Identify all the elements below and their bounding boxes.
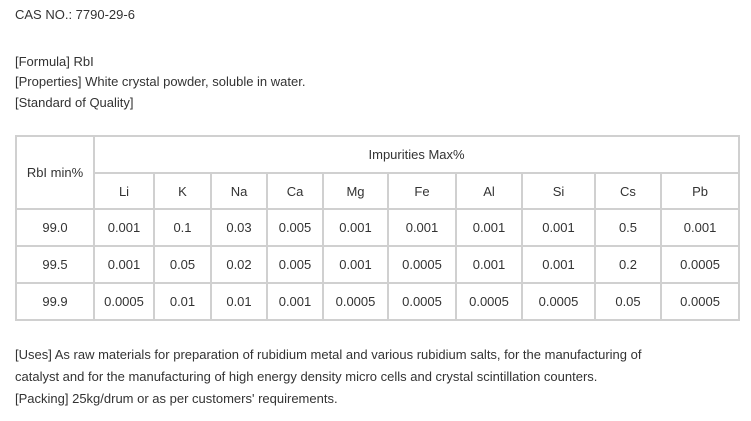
impurity-cell: 0.01 — [210, 282, 268, 321]
column-header: Ca — [266, 172, 324, 210]
column-header: K — [153, 172, 212, 210]
grade-cell: 99.0 — [15, 208, 95, 247]
packing: [Packing] 25kg/drum or as per customers'… — [15, 391, 338, 406]
impurity-cell: 0.0005 — [659, 245, 741, 284]
cas-number: CAS NO.: 7790-29-6 — [15, 7, 135, 22]
impurity-cell: 0.02 — [210, 245, 268, 284]
impurity-cell: 0.001 — [659, 208, 741, 247]
impurity-cell: 0.001 — [387, 208, 457, 247]
impurity-cell: 0.0005 — [387, 282, 457, 321]
impurity-cell: 0.001 — [266, 282, 324, 321]
impurity-cell: 0.001 — [322, 208, 389, 247]
impurity-cell: 0.5 — [594, 208, 662, 247]
header-impurities: Impurities Max% — [92, 135, 741, 174]
impurity-cell: 0.03 — [210, 208, 268, 247]
impurity-cell: 0.001 — [93, 245, 155, 284]
header-rbi-min: RbI min% — [15, 135, 95, 210]
impurity-cell: 0.005 — [266, 208, 324, 247]
grade-cell: 99.9 — [15, 282, 95, 321]
column-header: Li — [93, 172, 155, 210]
impurity-cell: 0.0005 — [322, 282, 389, 321]
impurity-cell: 0.0005 — [387, 245, 457, 284]
standard-of-quality: [Standard of Quality] — [15, 95, 134, 110]
column-header: Na — [210, 172, 268, 210]
column-header: Al — [455, 172, 523, 210]
column-header: Cs — [594, 172, 662, 210]
quality-table: RbI min% Impurities Max% Li K Na Ca Mg Fe Al Si… — [15, 135, 741, 321]
column-header: Fe — [387, 172, 457, 210]
column-header: Pb — [659, 172, 741, 210]
properties: [Properties] White crystal powder, solub… — [15, 74, 306, 89]
impurity-cell: 0.001 — [322, 245, 389, 284]
impurity-cell: 0.001 — [521, 208, 596, 247]
impurity-cell: 0.001 — [93, 208, 155, 247]
table-row: 99.0 0.001 0.1 0.03 0.005 0.001 0.001 0.001 0.00… — [15, 208, 741, 247]
impurity-cell: 0.1 — [153, 208, 212, 247]
column-header: Si — [521, 172, 596, 210]
impurity-cell: 0.001 — [521, 245, 596, 284]
table-row: 99.9 0.0005 0.01 0.01 0.001 0.0005 0.0005 0.000… — [15, 282, 741, 321]
impurity-cell: 0.0005 — [455, 282, 523, 321]
impurity-cell: 0.0005 — [521, 282, 596, 321]
impurity-cell: 0.01 — [153, 282, 212, 321]
impurity-cell: 0.2 — [594, 245, 662, 284]
uses-continued: catalyst and for the manufacturing of hi… — [15, 369, 598, 384]
impurity-cell: 0.0005 — [93, 282, 155, 321]
grade-cell: 99.5 — [15, 245, 95, 284]
table-row: 99.5 0.001 0.05 0.02 0.005 0.001 0.0005 0.001 0.… — [15, 245, 741, 284]
impurity-cell: 0.001 — [455, 245, 523, 284]
column-header: Mg — [322, 172, 389, 210]
impurity-cell: 0.001 — [455, 208, 523, 247]
uses: [Uses] As raw materials for preparation … — [15, 347, 642, 362]
formula: [Formula] RbI — [15, 54, 94, 69]
impurity-cell: 0.0005 — [659, 282, 741, 321]
impurity-cell: 0.05 — [594, 282, 662, 321]
impurity-cell: 0.005 — [266, 245, 324, 284]
impurity-cell: 0.05 — [153, 245, 212, 284]
